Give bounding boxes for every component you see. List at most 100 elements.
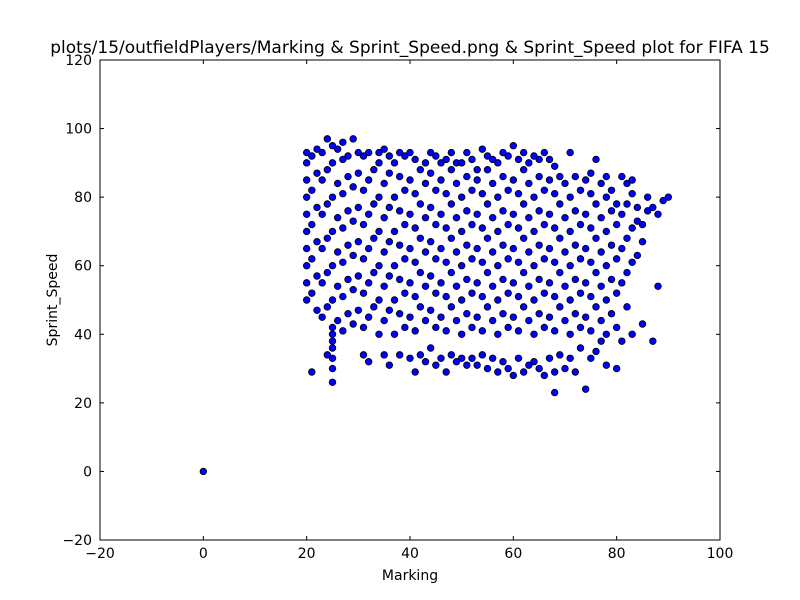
- data-point: [602, 172, 611, 181]
- data-point: [421, 282, 430, 290]
- data-point: [302, 176, 311, 184]
- data-point: [540, 323, 549, 332]
- data-point: [390, 330, 399, 338]
- data-point: [437, 354, 445, 362]
- data-point: [550, 190, 559, 198]
- data-point: [339, 155, 347, 164]
- data-point: [566, 296, 574, 304]
- data-point: [602, 330, 611, 338]
- data-point: [509, 371, 518, 380]
- data-point: [364, 148, 373, 157]
- data-point: [442, 368, 450, 376]
- data-point: [442, 292, 450, 301]
- data-point: [550, 388, 559, 397]
- data-point: [514, 354, 523, 362]
- data-point: [359, 255, 368, 263]
- data-point: [401, 152, 409, 160]
- data-point: [535, 364, 543, 373]
- data-point: [494, 296, 502, 304]
- data-point: [612, 364, 621, 373]
- data-point: [333, 316, 342, 325]
- data-point: [581, 244, 590, 253]
- data-point: [354, 272, 363, 280]
- data-point: [519, 200, 528, 208]
- data-point: [581, 176, 590, 184]
- data-point: [432, 323, 440, 332]
- data-point: [452, 358, 461, 366]
- data-point: [550, 162, 559, 170]
- data-point: [571, 241, 580, 249]
- data-point: [597, 248, 605, 256]
- data-point: [504, 220, 512, 229]
- data-point: [452, 214, 461, 222]
- data-point: [390, 227, 399, 236]
- data-point: [432, 361, 440, 369]
- data-point: [411, 155, 419, 164]
- data-point: [328, 330, 337, 338]
- y-tick-label: 100: [65, 122, 92, 138]
- data-point: [561, 248, 569, 256]
- data-point: [390, 193, 399, 201]
- data-point: [566, 227, 574, 236]
- data-point: [308, 368, 316, 376]
- data-point: [587, 190, 595, 198]
- data-point: [612, 220, 621, 229]
- data-point: [339, 258, 347, 266]
- data-point: [509, 210, 518, 218]
- data-point: [607, 275, 616, 284]
- data-point: [463, 172, 471, 181]
- data-point: [359, 323, 368, 332]
- data-point: [483, 200, 492, 208]
- data-point: [649, 203, 657, 212]
- x-tick-label: 20: [298, 546, 316, 562]
- data-point: [540, 289, 549, 297]
- data-point: [442, 155, 450, 164]
- data-point: [364, 176, 373, 184]
- data-point: [344, 241, 352, 249]
- data-point: [385, 272, 394, 280]
- data-point: [344, 152, 352, 160]
- data-point: [395, 310, 404, 318]
- data-point: [587, 292, 595, 301]
- data-point: [328, 227, 337, 236]
- data-point: [540, 255, 549, 263]
- data-point: [499, 241, 507, 249]
- data-point: [628, 190, 636, 198]
- data-point: [581, 279, 590, 287]
- data-point: [638, 320, 647, 328]
- data-point: [302, 262, 311, 270]
- data-point: [638, 220, 647, 229]
- data-point: [416, 234, 425, 242]
- data-point: [447, 166, 456, 174]
- data-point: [607, 241, 616, 249]
- data-point: [540, 220, 549, 229]
- data-point: [457, 227, 466, 236]
- data-point: [313, 145, 321, 153]
- data-point: [364, 210, 373, 218]
- data-point: [571, 172, 580, 181]
- data-point: [308, 186, 316, 194]
- data-point: [499, 310, 507, 318]
- data-point: [302, 244, 311, 253]
- data-point: [602, 296, 611, 304]
- data-point: [540, 371, 549, 380]
- data-point: [437, 313, 445, 321]
- data-point: [323, 166, 332, 174]
- data-point: [390, 296, 399, 304]
- data-point: [659, 196, 667, 205]
- y-tick-label: 120: [65, 53, 92, 69]
- data-point: [421, 214, 430, 222]
- data-point: [442, 190, 450, 198]
- data-point: [349, 286, 357, 294]
- data-point: [509, 279, 518, 287]
- data-point: [561, 282, 569, 290]
- y-axis-ticks: −20 0 20 40 60 80 100 120: [62, 53, 720, 549]
- data-point: [457, 330, 466, 338]
- data-point: [602, 361, 611, 369]
- data-point: [561, 214, 569, 222]
- data-point: [566, 330, 574, 338]
- data-point: [333, 282, 342, 290]
- data-point: [421, 358, 430, 366]
- data-point: [385, 306, 394, 314]
